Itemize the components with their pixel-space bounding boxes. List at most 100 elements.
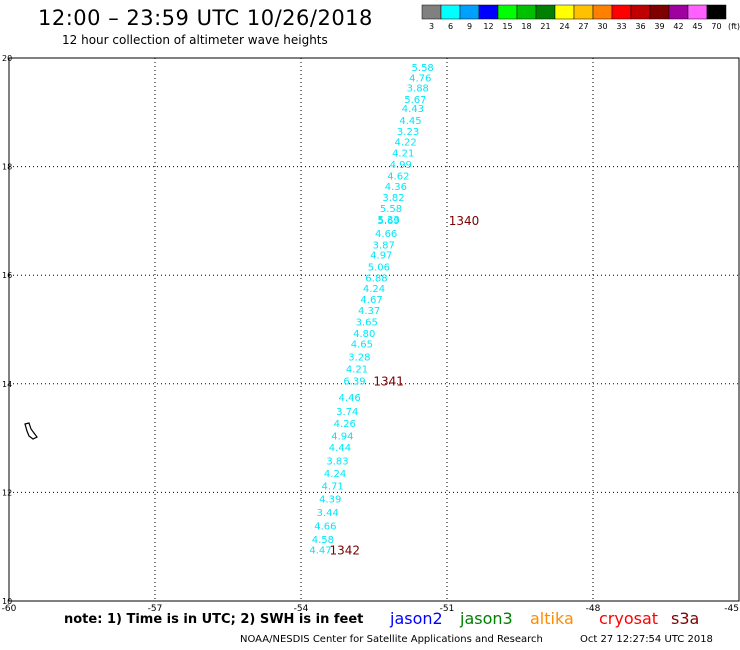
data-point-label: 4.99 — [390, 160, 412, 171]
data-point-label: 3.23 — [397, 127, 419, 138]
timestamp-text: Oct 27 12:27:54 UTC 2018 — [580, 634, 713, 645]
pass-label: 1342 — [330, 544, 361, 558]
data-point-label: 3.65 — [356, 317, 378, 328]
legend-bin-label: 15 — [502, 22, 512, 31]
data-point-label: 5.67 — [404, 95, 426, 106]
legend-color-swatch — [421, 4, 442, 20]
pass-label: 1341 — [373, 375, 404, 389]
legend-color-swatch — [535, 4, 556, 20]
data-point-label: 4.24 — [324, 469, 346, 480]
legend-bin-label: 27 — [578, 22, 588, 31]
data-point-label: 3.87 — [373, 240, 395, 251]
data-point-label: 5.58 — [412, 63, 434, 74]
x-tick-label: -51 — [440, 604, 455, 614]
y-tick-label: 10 — [2, 597, 12, 606]
x-tick-label: -45 — [724, 604, 739, 614]
data-point-label: 4.37 — [358, 306, 380, 317]
data-point-label: 3.74 — [336, 407, 358, 418]
legend-bin-label: 6 — [448, 22, 453, 31]
data-point-label: 4.80 — [353, 329, 375, 340]
data-point-label: 4.58 — [312, 535, 334, 546]
legend-color-swatch — [630, 4, 651, 20]
y-tick-label: 12 — [2, 488, 12, 497]
x-tick-label: -54 — [294, 604, 309, 614]
legend-bin-label: 36 — [635, 22, 645, 31]
y-tick-label: 20 — [2, 54, 12, 63]
data-point-label: 4.45 — [399, 116, 421, 127]
legend-unit: (ft) — [728, 22, 740, 31]
legend-color-swatch — [440, 4, 461, 20]
data-point-label: 4.47 — [309, 546, 331, 557]
data-point-label: 4.46 — [339, 393, 361, 404]
legend-bin-label: 12 — [483, 22, 493, 31]
legend-sat-jason2: jason2 — [390, 609, 443, 628]
data-point-label: 5.58 — [380, 204, 402, 215]
legend-bin-label: 30 — [597, 22, 607, 31]
data-point-label: 4.66 — [314, 522, 336, 533]
data-point-label: 4.43 — [402, 104, 424, 115]
legend-color-swatch — [554, 4, 575, 20]
data-point-label: 5.69 — [377, 216, 399, 227]
legend-color-swatch — [497, 4, 518, 20]
legend-color-swatch — [649, 4, 670, 20]
legend-bin-label: 21 — [540, 22, 550, 31]
legend-bin-label: 33 — [616, 22, 626, 31]
legend-color-swatch — [687, 4, 708, 20]
legend-color-swatch — [611, 4, 632, 20]
data-point-label: 4.76 — [409, 74, 431, 85]
data-point-label: 4.36 — [385, 182, 407, 193]
legend-sat-altika: altika — [530, 609, 574, 628]
y-tick-label: 14 — [2, 380, 12, 389]
data-point-label: 4.67 — [360, 295, 382, 306]
data-point-label: 4.62 — [387, 171, 409, 182]
data-point-label: 6.88 — [365, 273, 387, 284]
x-tick-label: -48 — [586, 604, 601, 614]
legend-sat-s3a: s3a — [671, 609, 700, 628]
data-point-label: 4.94 — [331, 431, 353, 442]
legend-bin-label: 39 — [654, 22, 664, 31]
legend-bin-label: 3 — [429, 22, 434, 31]
credit-text: NOAA/NESDIS Center for Satellite Applica… — [240, 634, 543, 645]
data-point-label: 3.44 — [317, 508, 339, 519]
data-point-label: 4.65 — [351, 340, 373, 351]
legend-bin-label: 70 — [711, 22, 721, 31]
y-tick-label: 18 — [2, 163, 12, 172]
chart-subtitle: 12 hour collection of altimeter wave hei… — [62, 33, 328, 47]
legend-color-swatch — [592, 4, 613, 20]
island-outline — [24, 422, 38, 440]
legend-sat-cryosat: cryosat — [599, 609, 659, 628]
legend-bin-label: 45 — [692, 22, 702, 31]
data-point-label: 3.28 — [348, 353, 370, 364]
legend-bin-label: 18 — [521, 22, 531, 31]
data-point-label: 4.26 — [334, 419, 356, 430]
note-text: note: 1) Time is in UTC; 2) SWH is in fe… — [64, 612, 364, 627]
legend-color-swatch — [668, 4, 689, 20]
data-point-label: 4.39 — [319, 494, 341, 505]
data-point-label: 4.21 — [392, 149, 414, 160]
x-tick-label: -57 — [148, 604, 163, 614]
legend-color-swatch — [573, 4, 594, 20]
data-point-label: 4.22 — [395, 138, 417, 149]
data-point-label: 4.71 — [322, 481, 344, 492]
data-point-label: 5.33 — [377, 215, 399, 226]
legend-bin-label: 24 — [559, 22, 569, 31]
pass-label: 1340 — [449, 214, 480, 228]
data-point-label: 4.66 — [375, 229, 397, 240]
data-point-label: 5.06 — [368, 263, 390, 274]
legend-sat-jason3: jason3 — [460, 609, 513, 628]
y-tick-label: 16 — [2, 271, 12, 280]
legend-color-swatch — [459, 4, 480, 20]
data-point-label: 4.97 — [370, 251, 392, 262]
data-point-label: 3.82 — [382, 193, 404, 204]
data-point-label: 6.39 — [343, 377, 365, 388]
data-point-label: 4.21 — [346, 365, 368, 376]
chart-title: 12:00 – 23:59 UTC 10/26/2018 — [38, 6, 373, 30]
data-point-label: 4.24 — [363, 284, 385, 295]
legend-color-swatch — [516, 4, 537, 20]
legend-bin-label: 42 — [673, 22, 683, 31]
x-tick-label: -60 — [2, 604, 17, 614]
data-point-label: 3.88 — [407, 83, 429, 94]
data-point-label: 3.83 — [326, 456, 348, 467]
legend-color-swatch — [478, 4, 499, 20]
